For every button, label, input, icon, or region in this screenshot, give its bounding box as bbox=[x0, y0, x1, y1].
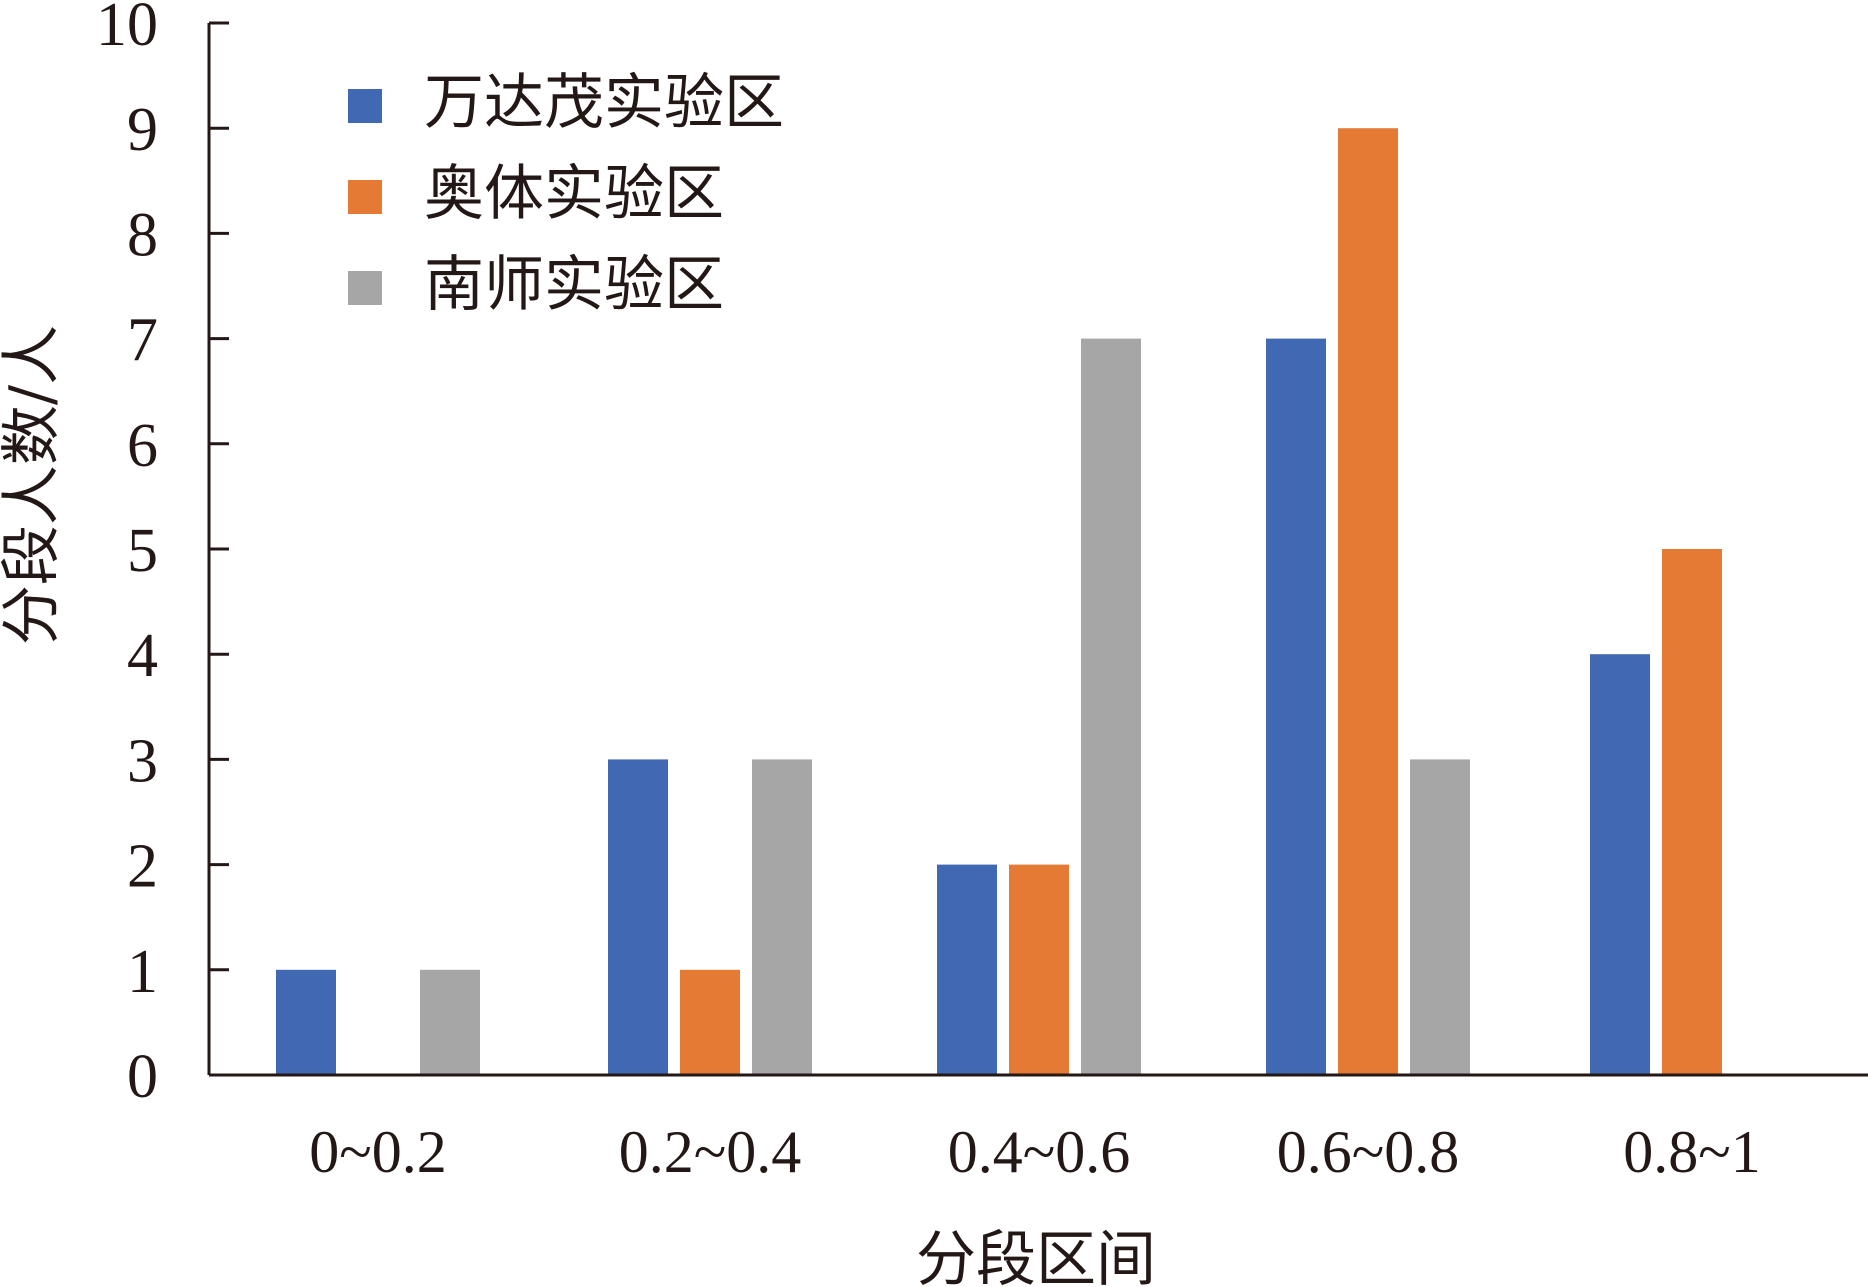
y-axis-title: 分段人数/人 bbox=[0, 325, 67, 645]
bar-1-5 bbox=[1590, 654, 1650, 1075]
bar-1-1 bbox=[276, 969, 336, 1075]
x-tick-label: 0.8~1 bbox=[1623, 1119, 1760, 1185]
y-tick-label: 1 bbox=[127, 938, 158, 1006]
bar-2-2 bbox=[680, 969, 740, 1075]
bar-3-3 bbox=[1081, 338, 1141, 1076]
legend-label: 奥体实验区 bbox=[424, 159, 724, 229]
y-tick-label: 10 bbox=[96, 0, 158, 59]
y-tick-label: 5 bbox=[127, 517, 158, 585]
legend-label: 万达茂实验区 bbox=[424, 68, 784, 138]
x-tick-label: 0~0.2 bbox=[309, 1119, 446, 1185]
bar-3-1 bbox=[420, 969, 480, 1075]
y-tick-label: 9 bbox=[127, 96, 158, 164]
y-tick-label: 0 bbox=[127, 1043, 158, 1111]
bar-1-2 bbox=[608, 759, 668, 1075]
bar-2-3 bbox=[1009, 864, 1069, 1075]
x-tick-label: 0.6~0.8 bbox=[1277, 1119, 1459, 1185]
bars-layer bbox=[276, 128, 1722, 1076]
y-tick-label: 6 bbox=[127, 412, 158, 480]
bar-1-4 bbox=[1266, 338, 1326, 1076]
ticks-layer: 0 1 2 3 4 5 6 7 8 9 10 0~0.2 0.2~0.4 0.4~0.6 0.6~0.8 0.… bbox=[96, 0, 1761, 1185]
bar-1-3 bbox=[937, 864, 997, 1075]
legend-label: 南师实验区 bbox=[424, 250, 724, 320]
y-tick-label: 8 bbox=[127, 201, 158, 269]
legend-swatch bbox=[348, 271, 382, 305]
x-tick-label: 0.4~0.6 bbox=[948, 1119, 1130, 1185]
bar-2-4 bbox=[1338, 128, 1398, 1075]
y-tick-label: 2 bbox=[127, 833, 158, 901]
x-axis-title: 分段区间 bbox=[916, 1225, 1156, 1287]
bar-3-4 bbox=[1410, 759, 1470, 1075]
y-tick-label: 7 bbox=[127, 307, 158, 375]
bar-2-5 bbox=[1662, 549, 1722, 1075]
x-tick-label: 0.2~0.4 bbox=[619, 1119, 801, 1185]
y-tick-label: 3 bbox=[127, 727, 158, 795]
legend-swatch bbox=[348, 89, 382, 123]
bar-3-2 bbox=[752, 759, 812, 1075]
legend-swatch bbox=[348, 180, 382, 214]
y-tick-label: 4 bbox=[127, 622, 158, 690]
